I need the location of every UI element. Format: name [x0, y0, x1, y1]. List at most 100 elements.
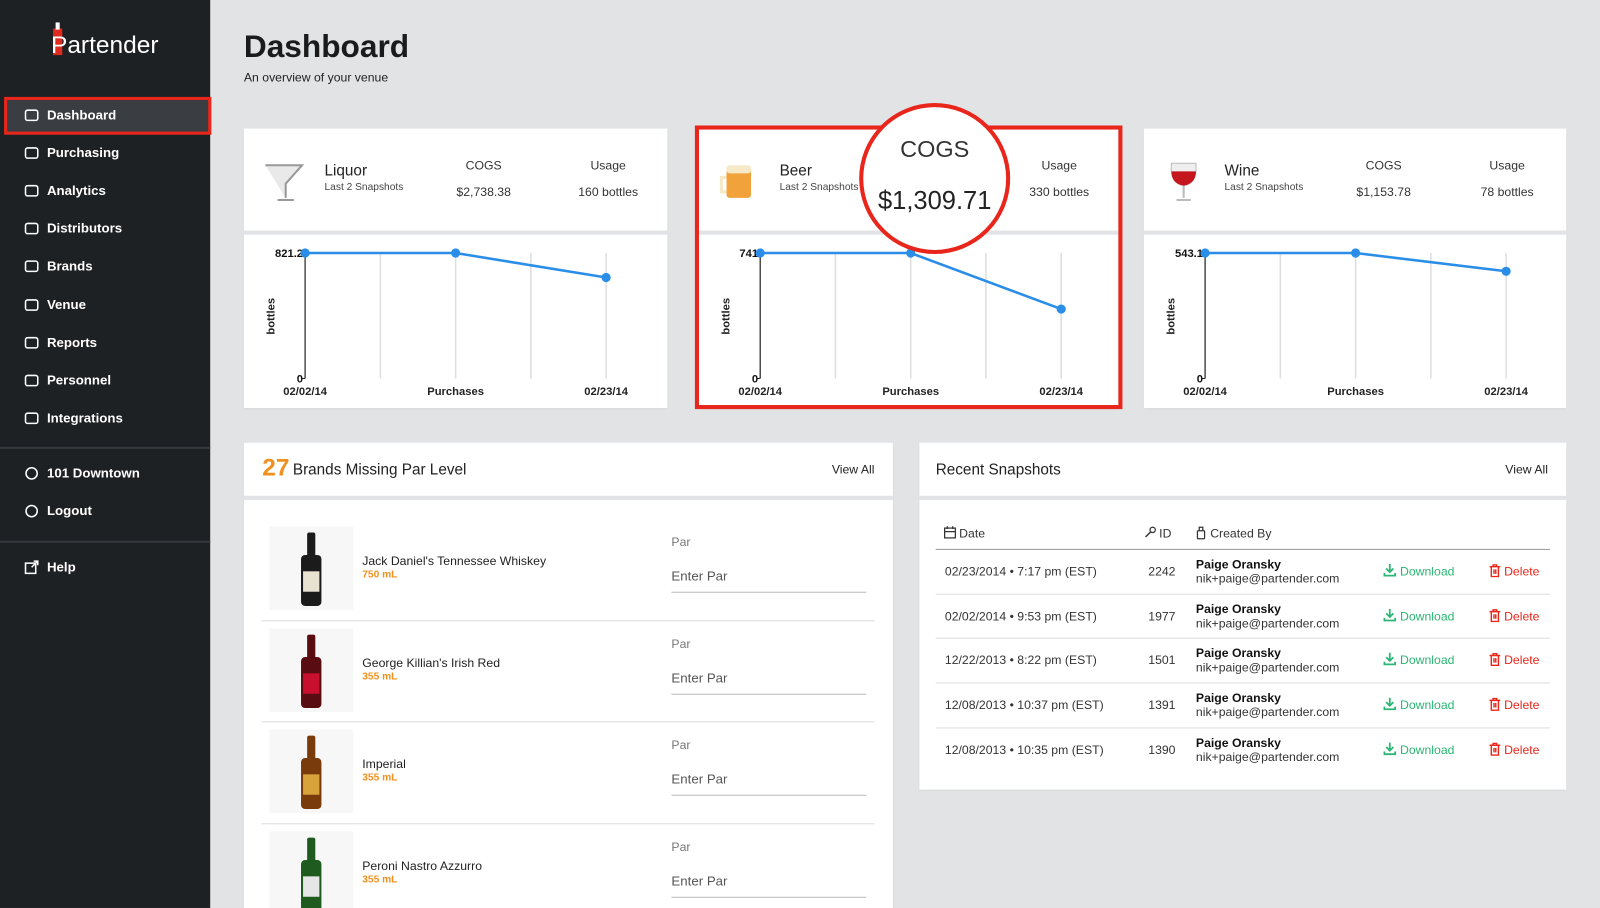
- account-label: 101 Downtown: [46, 465, 140, 481]
- icon-part: [719, 175, 727, 194]
- par-placeholder: Enter Par: [671, 771, 728, 787]
- download-button[interactable]: Download: [1383, 562, 1465, 580]
- download-icon: [1383, 608, 1397, 622]
- delete-button[interactable]: Delete: [1488, 696, 1549, 714]
- bottle-neck: [307, 837, 316, 862]
- nav-item[interactable]: Integrations: [0, 403, 210, 434]
- bottle-label: [303, 774, 320, 795]
- download-label: Download: [1399, 742, 1455, 757]
- x-tick-label: 02/02/14: [738, 386, 782, 398]
- icon-part: [1198, 526, 1204, 531]
- sidebar-divider: [0, 540, 211, 543]
- row-divider: [261, 822, 875, 824]
- logo-text: Partender: [51, 32, 158, 59]
- icon-part: [24, 336, 39, 349]
- download-label: Download: [1399, 653, 1455, 668]
- delete-button[interactable]: Delete: [1488, 607, 1549, 625]
- delete-button[interactable]: Delete: [1488, 651, 1549, 669]
- snapshot-id: 2242: [1148, 564, 1176, 579]
- column-header: Date: [959, 526, 986, 541]
- card-name: Liquor: [324, 162, 368, 180]
- account-item[interactable]: Logout: [0, 496, 210, 527]
- usage-label: Usage: [590, 158, 626, 173]
- download-button[interactable]: Download: [1383, 696, 1465, 714]
- download-icon: [1383, 653, 1397, 666]
- y-tick-label: 0: [1197, 374, 1203, 386]
- data-point: [1501, 266, 1511, 276]
- view-all[interactable]: View All: [1505, 462, 1548, 477]
- icon-part: [24, 562, 37, 575]
- card-name: Beer: [779, 162, 812, 180]
- creator-email: nik+paige@partender.com: [1195, 615, 1340, 631]
- brand-row: George Killian's Irish Red 355 mL Par Enter…: [261, 619, 875, 721]
- brand-name: George Killian's Irish Red: [362, 655, 501, 670]
- brand-image: [269, 627, 354, 712]
- brand-image: [269, 526, 354, 611]
- logo: Partender: [51, 22, 158, 59]
- data-point: [1351, 248, 1361, 258]
- par-input[interactable]: Enter Par: [671, 764, 867, 796]
- brand-row: Imperial 355 mL Par Enter Par: [261, 721, 875, 822]
- view-all[interactable]: View All: [831, 462, 875, 477]
- page-subtitle: An overview of your venue: [243, 70, 389, 85]
- creator-email: nik+paige@partender.com: [1195, 660, 1340, 675]
- par-label: Par: [671, 534, 691, 549]
- download-icon: [1383, 742, 1397, 755]
- par-placeholder: Enter Par: [671, 669, 728, 686]
- creator-email: nik+paige@partender.com: [1195, 571, 1340, 586]
- download-button[interactable]: Download: [1383, 651, 1465, 669]
- category-icon: [1170, 162, 1197, 201]
- account-item[interactable]: 101 Downtown: [0, 458, 210, 489]
- nav-item[interactable]: Reports: [0, 327, 210, 358]
- par-placeholder: Enter Par: [671, 568, 728, 584]
- icon-part: [25, 466, 39, 480]
- delete-button[interactable]: Delete: [1488, 740, 1549, 758]
- snapshot-date: 12/08/2013 • 10:35 pm (EST): [944, 742, 1104, 757]
- bottle-label: [303, 875, 320, 897]
- sidebar-divider: [0, 446, 211, 449]
- nav-item[interactable]: Brands: [0, 251, 210, 282]
- y-axis-label: bottles: [1165, 298, 1177, 335]
- download-label: Download: [1399, 697, 1455, 713]
- column-icon: [1145, 526, 1156, 538]
- column-header: ID: [1159, 526, 1172, 541]
- nav-item[interactable]: Purchasing: [0, 138, 210, 169]
- category-icon: [719, 165, 752, 198]
- delete-label: Delete: [1504, 653, 1540, 668]
- icon-part: [265, 164, 305, 201]
- x-tick-label: 02/02/14: [283, 386, 327, 398]
- cogs-value: $2,738.38: [456, 184, 511, 199]
- panel-divider: [243, 495, 893, 500]
- par-placeholder: Enter Par: [671, 872, 728, 889]
- creator-email: nik+paige@partender.com: [1195, 705, 1340, 720]
- icon-part: [24, 412, 39, 424]
- magnifier: COGS $1,309.71: [859, 103, 1011, 255]
- nav-label: Reports: [46, 334, 98, 350]
- delete-icon: [1489, 608, 1501, 622]
- y-tick-label: 821.2: [275, 248, 303, 260]
- nav-item[interactable]: Analytics: [0, 176, 210, 207]
- help-item[interactable]: Help: [0, 552, 210, 583]
- nav-icon: [24, 147, 39, 159]
- par-input[interactable]: Enter Par: [671, 866, 867, 898]
- usage-value: 78 bottles: [1480, 184, 1534, 199]
- nav-item[interactable]: Personnel: [0, 365, 210, 396]
- par-input[interactable]: Enter Par: [671, 663, 867, 695]
- x-tick-label: Purchases: [1327, 386, 1384, 398]
- icon-part: [726, 165, 752, 174]
- nav-item[interactable]: Dashboard: [0, 100, 210, 131]
- par-label: Par: [671, 839, 691, 854]
- nav-item[interactable]: Venue: [0, 289, 210, 320]
- delete-icon: [1489, 742, 1501, 756]
- par-label: Par: [671, 737, 691, 752]
- creator-name: Paige Oransky: [1195, 690, 1282, 706]
- nav-item[interactable]: Distributors: [0, 214, 210, 245]
- download-button[interactable]: Download: [1383, 607, 1465, 625]
- download-button[interactable]: Download: [1383, 740, 1465, 758]
- row-divider: [261, 619, 875, 621]
- cogs-label: COGS: [1365, 158, 1402, 173]
- par-input[interactable]: Enter Par: [671, 561, 867, 593]
- bottle-neck: [307, 634, 316, 659]
- delete-button[interactable]: Delete: [1488, 562, 1549, 580]
- usage-label: Usage: [1489, 158, 1525, 173]
